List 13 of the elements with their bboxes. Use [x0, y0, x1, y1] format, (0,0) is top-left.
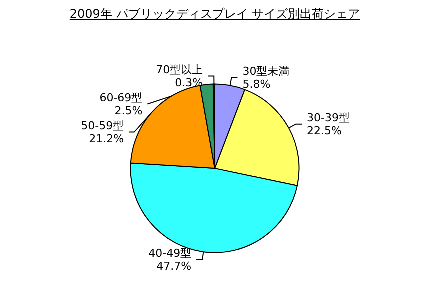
slice-label: 70型以上 [156, 63, 204, 76]
data-label: 0.3% [175, 76, 204, 90]
data-label: 2.5% [114, 104, 143, 118]
data-label: 22.5% [307, 124, 342, 138]
slice-label: 50-59型 [81, 119, 124, 132]
data-label: 21.2% [89, 132, 124, 146]
data-label: 47.7% [156, 260, 192, 273]
chart-title: 2009年 パブリックディスプレイ サイズ別出荷シェア [68, 6, 362, 23]
slice-label: 30-39型 [307, 111, 350, 124]
slice-label: 30型未満 [242, 64, 290, 78]
data-label: 5.8% [242, 78, 271, 91]
slice-label: 60-69型 [100, 91, 143, 104]
slice-label: 40-49型 [148, 247, 192, 260]
